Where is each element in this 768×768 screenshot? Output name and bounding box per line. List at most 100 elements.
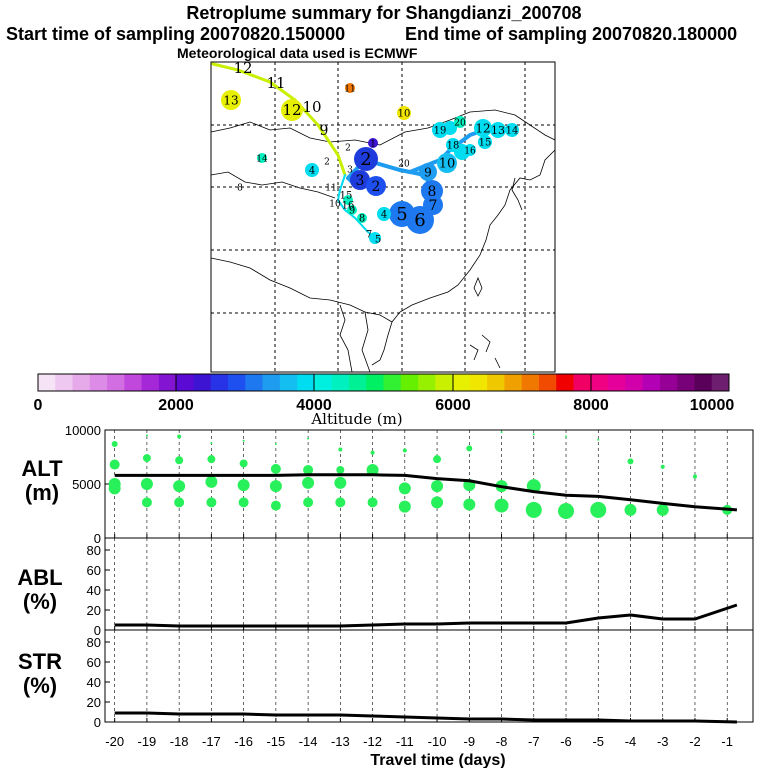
- traj-label: 8: [428, 184, 437, 200]
- colorbar-cell: [538, 374, 557, 391]
- x-tick-label: -10: [428, 734, 447, 749]
- traj-label: 3: [347, 166, 353, 176]
- traj-label: 15: [479, 138, 492, 149]
- x-tick-label: -11: [396, 734, 414, 749]
- traj-label: 12: [282, 101, 301, 119]
- traj-label: 14: [506, 126, 519, 137]
- colorbar-cell: [469, 374, 488, 391]
- alt-point: [466, 445, 473, 452]
- marker: [350, 170, 370, 190]
- alt-point: [656, 503, 669, 516]
- alt-point: [692, 474, 697, 479]
- colorbar-cell: [297, 374, 315, 391]
- panel-frame: [104, 537, 754, 631]
- alt-point: [177, 434, 182, 439]
- alt-point: [590, 501, 607, 518]
- colorbar-cells: [38, 374, 730, 391]
- colorbar-cell: [383, 374, 402, 391]
- traj-label: 11: [344, 85, 355, 95]
- marker: [505, 123, 519, 137]
- colorbar-tick: 0: [34, 397, 43, 414]
- traj-label: 4: [381, 210, 387, 221]
- trajectory-labels: 2 3 2 5 6 7 8 9 10 12 13 14 15 16 18 19 …: [223, 59, 518, 246]
- marker: [464, 144, 476, 156]
- alt-point: [398, 482, 411, 495]
- marker: [221, 90, 241, 110]
- marker: [357, 213, 367, 223]
- colorbar-cell: [55, 374, 74, 391]
- abl-axis-unit: (%): [23, 589, 57, 614]
- traj-label: 8: [359, 214, 365, 225]
- y-tick-label: 10000: [65, 423, 101, 438]
- alt-point: [111, 441, 118, 448]
- colorbar-cell: [452, 374, 471, 391]
- traj-label: 7: [366, 230, 372, 241]
- border-north: [210, 109, 556, 146]
- colorbar-cell: [210, 374, 229, 391]
- alt-point: [274, 443, 277, 446]
- alt-point: [173, 480, 186, 493]
- alt-point: [145, 434, 148, 437]
- traj-label: 2: [345, 144, 351, 154]
- colorbar-tick: 2000: [158, 397, 194, 414]
- marker: [345, 83, 355, 93]
- traj-label: 11: [325, 184, 336, 194]
- track-low: [336, 174, 379, 241]
- marker: [437, 153, 457, 173]
- alt-point: [239, 459, 248, 468]
- alt-point: [565, 435, 568, 438]
- colorbar-tick: 4000: [296, 397, 332, 414]
- coastline: [371, 149, 556, 366]
- colorbar-cell: [642, 374, 661, 391]
- alt-point: [174, 497, 185, 508]
- traj-label: 12: [233, 59, 252, 77]
- colorbar-cell: [176, 374, 194, 391]
- alt-point: [142, 454, 151, 463]
- colorbar-cell: [228, 374, 246, 391]
- alt-point: [338, 447, 343, 452]
- marker: [490, 122, 506, 138]
- traj-label: 9: [349, 206, 355, 217]
- colorbar-cell: [314, 374, 333, 391]
- traj-label: 18: [447, 141, 460, 152]
- y-tick-label: 80: [87, 543, 101, 558]
- x-tick-label: -20: [105, 734, 124, 749]
- colorbar-cell: [89, 374, 108, 391]
- alt-axis-title: ALT: [21, 456, 63, 481]
- marker: [369, 232, 381, 244]
- alt-point: [558, 503, 575, 519]
- str-line: [114, 711, 737, 724]
- y-tick-label: 40: [87, 675, 101, 690]
- alt-point: [398, 500, 411, 513]
- alt-point: [210, 441, 213, 444]
- x-tick-label: -15: [266, 734, 285, 749]
- colorbar-cell: [625, 374, 644, 391]
- alt-point: [108, 482, 121, 495]
- alt-point: [307, 437, 310, 440]
- colorbar-tick: 8000: [573, 397, 609, 414]
- map-gridlines: [211, 62, 555, 372]
- alt-point: [500, 431, 503, 434]
- marker: [368, 138, 378, 148]
- panel-frame: [104, 429, 754, 539]
- y-tick-label: 0: [94, 623, 101, 638]
- x-tick-label: -9: [464, 734, 476, 749]
- marker: [257, 153, 267, 163]
- colorbar-tick: 10000: [690, 397, 735, 414]
- border-west: [210, 171, 336, 199]
- border-south: [210, 257, 393, 323]
- y-tick-label: 60: [87, 563, 101, 578]
- alt-point: [270, 463, 281, 474]
- map: 2 3 2 5 6 7 8 9 10 12 13 14 15 16 18 19 …: [210, 59, 556, 373]
- colorbar-cell: [556, 374, 575, 391]
- y-tick-label: 20: [87, 695, 101, 710]
- traj-label: 19: [434, 126, 447, 137]
- marker: [454, 116, 466, 128]
- colorbar-cell: [487, 374, 505, 391]
- marker: [419, 163, 437, 181]
- marker: [343, 195, 353, 205]
- colorbar-cell: [418, 374, 436, 391]
- traj-label: 12: [475, 122, 490, 136]
- islands: [469, 334, 501, 369]
